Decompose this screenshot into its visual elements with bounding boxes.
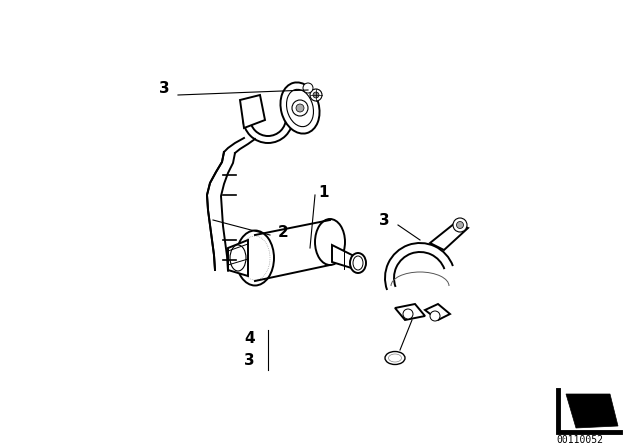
Polygon shape: [430, 223, 468, 250]
Ellipse shape: [280, 82, 319, 134]
Circle shape: [296, 104, 304, 112]
Text: 3: 3: [380, 212, 390, 228]
Text: 00110052: 00110052: [557, 435, 604, 445]
Polygon shape: [240, 95, 265, 128]
Circle shape: [303, 83, 313, 93]
Ellipse shape: [315, 219, 345, 265]
Polygon shape: [566, 394, 618, 428]
Circle shape: [310, 89, 322, 101]
Ellipse shape: [385, 352, 405, 365]
Ellipse shape: [230, 245, 246, 271]
Circle shape: [453, 218, 467, 232]
Ellipse shape: [240, 236, 270, 280]
Circle shape: [313, 92, 319, 98]
Ellipse shape: [236, 231, 274, 285]
Text: 1: 1: [318, 185, 328, 199]
Ellipse shape: [388, 354, 401, 362]
Text: 3: 3: [159, 81, 170, 95]
Circle shape: [403, 309, 413, 319]
Circle shape: [292, 100, 308, 116]
Polygon shape: [425, 304, 450, 320]
Polygon shape: [332, 245, 358, 270]
Text: 4: 4: [244, 331, 255, 345]
Ellipse shape: [287, 89, 314, 127]
Text: 2: 2: [278, 224, 289, 240]
Ellipse shape: [350, 253, 366, 273]
Polygon shape: [228, 240, 248, 276]
Polygon shape: [395, 304, 425, 320]
Ellipse shape: [353, 256, 363, 270]
Text: 3: 3: [244, 353, 255, 367]
Circle shape: [456, 221, 463, 228]
Circle shape: [430, 311, 440, 321]
